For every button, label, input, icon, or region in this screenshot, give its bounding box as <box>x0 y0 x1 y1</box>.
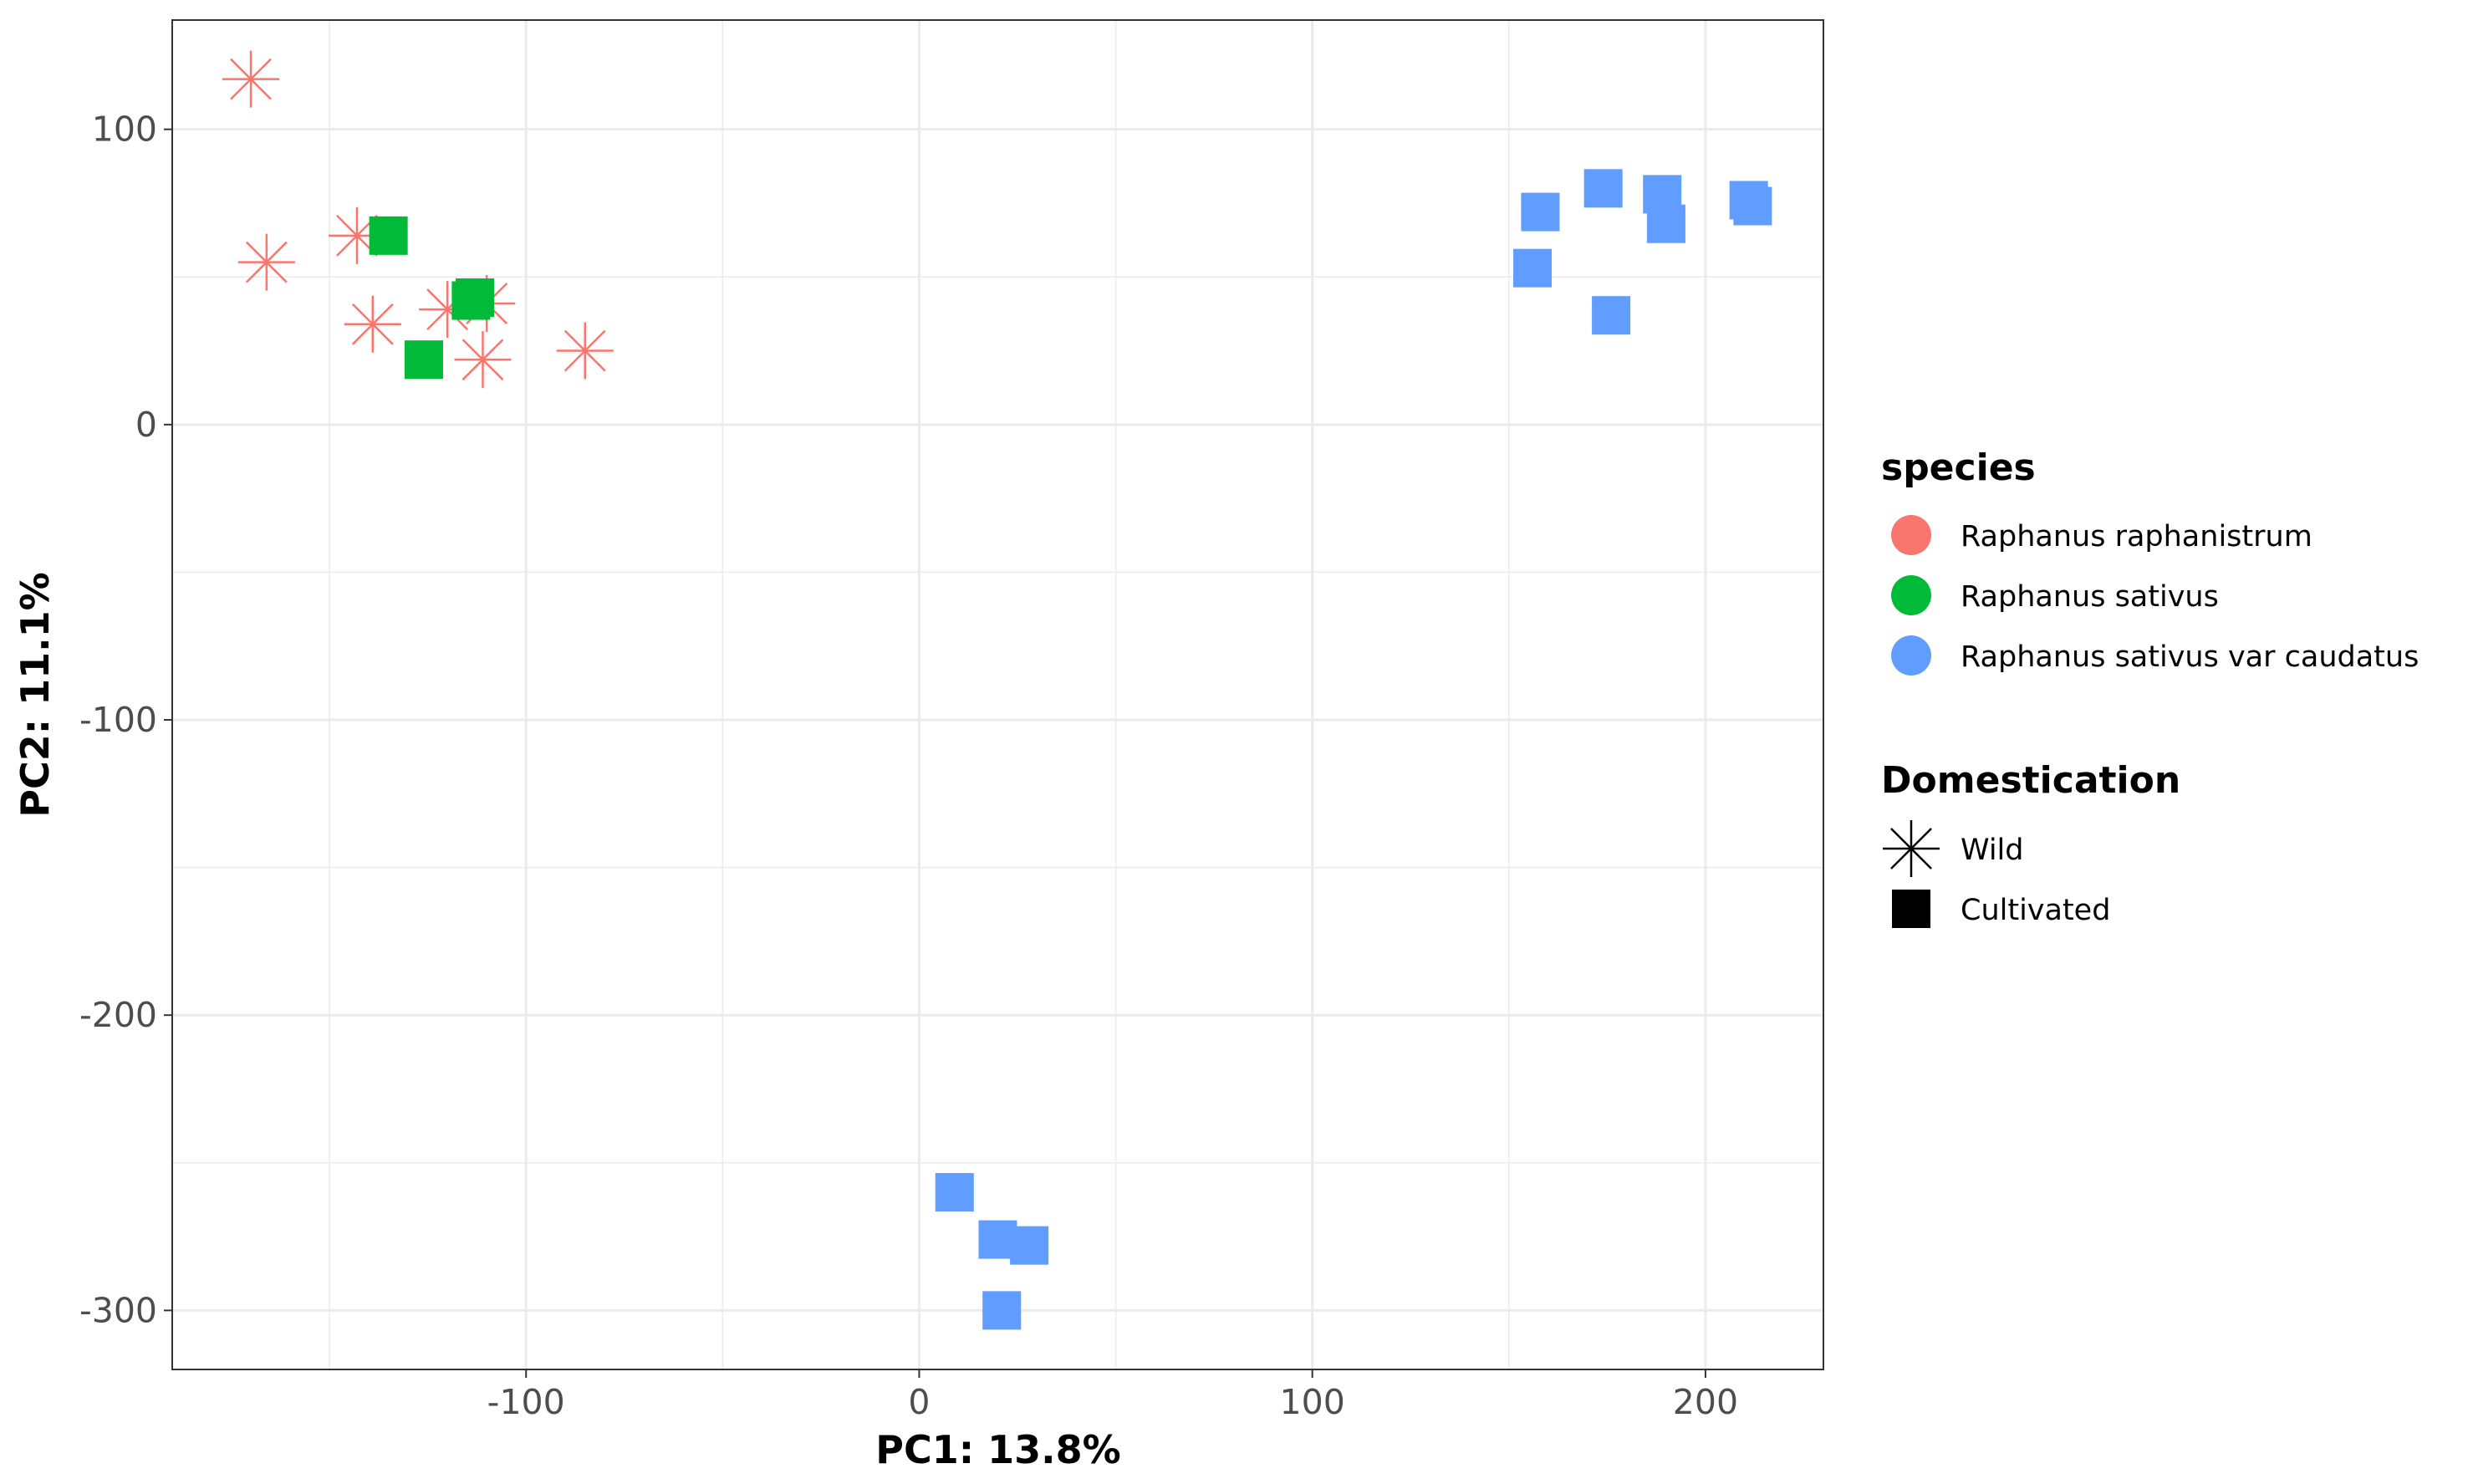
data-point-wild <box>237 233 295 291</box>
y-tick-label: 0 <box>135 405 157 445</box>
legend-title: Domestication <box>1881 759 2180 802</box>
legend: species Raphanus raphanistrum Raphanus sat… <box>1881 446 2419 928</box>
legend-key-color <box>1891 515 1931 555</box>
y-axis-title: PC2: 11.1% <box>13 572 58 817</box>
y-tick-label: -300 <box>79 1290 157 1330</box>
legend-species: species Raphanus raphanistrum Raphanus sat… <box>1881 446 2419 676</box>
grid-layer <box>172 20 1823 1369</box>
x-tick-label: 0 <box>908 1382 930 1422</box>
points-layer <box>222 50 1772 1330</box>
data-point-cultivated <box>982 1291 1022 1330</box>
legend-label: Raphanus sativus <box>1961 580 2219 614</box>
data-point-wild <box>454 331 512 389</box>
data-point-cultivated <box>1521 192 1560 232</box>
data-point-cultivated <box>1592 296 1631 335</box>
data-point-cultivated <box>1010 1226 1049 1265</box>
data-point-wild <box>344 295 401 353</box>
x-tick-label: 200 <box>1673 1382 1738 1422</box>
legend-label: Raphanus raphanistrum <box>1961 520 2312 553</box>
ticks-layer: -100 0 100 200 -300 -200 -100 0 100 <box>79 110 1738 1422</box>
data-point-cultivated <box>935 1173 974 1212</box>
data-point-cultivated <box>1513 248 1553 288</box>
data-point-cultivated <box>1733 186 1772 226</box>
data-point-cultivated <box>404 340 443 380</box>
legend-key-color <box>1891 575 1931 615</box>
x-tick-label: -100 <box>487 1382 565 1422</box>
data-point-cultivated <box>456 278 495 317</box>
data-point-cultivated <box>1583 169 1623 208</box>
legend-title: species <box>1881 446 2036 489</box>
legend-key-asterisk <box>1883 820 1940 877</box>
data-point-wild <box>556 322 614 380</box>
legend-label: Wild <box>1961 834 2024 867</box>
legend-key-square <box>1892 890 1930 928</box>
x-tick-label: 100 <box>1280 1382 1345 1422</box>
y-tick-label: 100 <box>92 110 157 150</box>
x-axis-title: PC1: 13.8% <box>875 1427 1120 1472</box>
legend-domestication: Domestication Wild Cultivated <box>1881 759 2180 928</box>
data-point-cultivated <box>1646 204 1685 243</box>
y-tick-label: -200 <box>79 995 157 1035</box>
legend-label: Raphanus sativus var caudatus <box>1961 640 2419 674</box>
legend-key-color <box>1891 635 1931 676</box>
data-point-cultivated <box>369 216 408 255</box>
y-tick-label: -100 <box>79 700 157 740</box>
legend-label: Cultivated <box>1961 894 2110 927</box>
data-point-wild <box>222 50 280 108</box>
panel-border <box>171 19 1824 1370</box>
